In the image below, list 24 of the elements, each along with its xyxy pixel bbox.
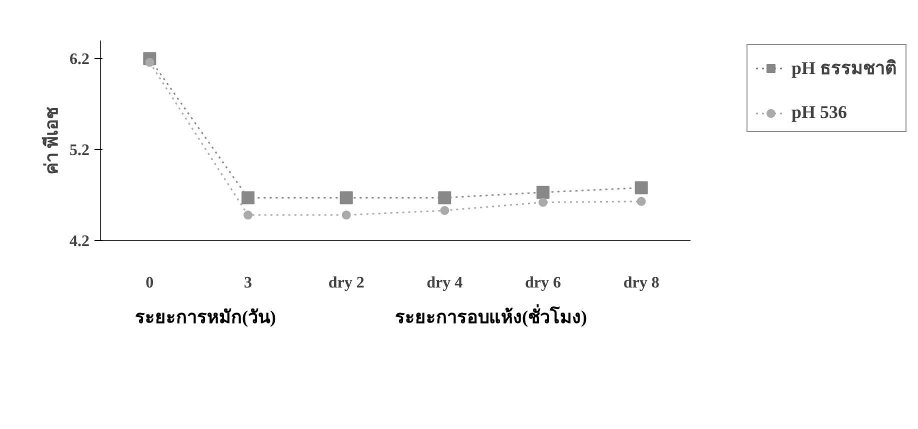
point — [342, 210, 351, 220]
point — [634, 181, 648, 194]
legend-label: pH 536 — [791, 102, 847, 123]
y-tick-label: 5.2 — [70, 142, 90, 160]
x-axis-title: ระยะการหมัก(วัน) — [135, 306, 276, 329]
point — [536, 186, 550, 199]
legend-label: pH ธรรมชาติ — [791, 57, 897, 80]
point — [438, 191, 452, 204]
x-tick-label: dry 4 — [426, 274, 463, 292]
x-tick-label: 0 — [146, 274, 154, 292]
x-tick-label: dry 2 — [328, 274, 364, 292]
x-tick-label: dry 6 — [525, 274, 561, 292]
y-tick-label: 6.2 — [70, 51, 90, 68]
text: ระยะการอบแห้ง(ชั่วโมง) — [395, 305, 587, 329]
y-tick-label: 4.2 — [70, 233, 90, 250]
point — [538, 198, 548, 207]
x-tick-label: dry 8 — [623, 274, 660, 292]
point — [340, 191, 353, 204]
point — [636, 196, 646, 206]
x-tick-label: 3 — [244, 274, 252, 292]
y-axis-title: ค่า พีเอช — [42, 106, 62, 174]
point — [440, 206, 450, 215]
point — [242, 191, 254, 204]
point — [244, 210, 252, 220]
